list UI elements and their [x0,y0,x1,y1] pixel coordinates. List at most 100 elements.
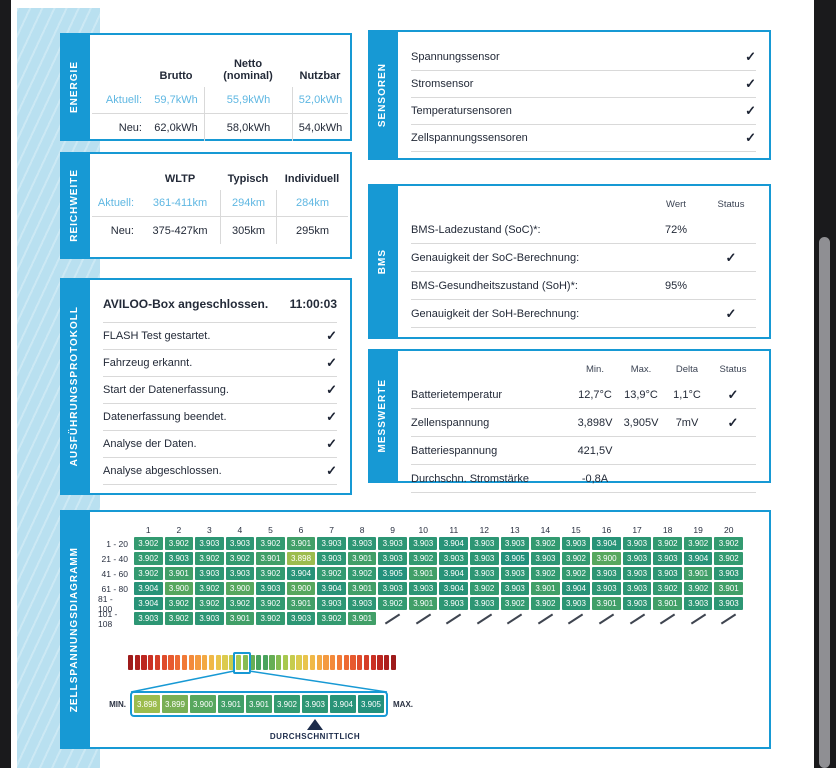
heat-strip-segment [128,655,134,670]
grid-col-header: 19 [693,525,703,535]
messwerte-header: Min. [586,363,604,375]
messwerte-row-label: Batteriespannung [411,437,572,465]
grid-cell: 3.903 [622,597,652,610]
check-icon: ✓ [745,49,756,64]
grid-cell: 3.903 [225,567,255,580]
grid-cell: 3.903 [286,612,316,625]
zellspannungsdiagramm-panel: 1 2 3 4 5 6 7 8 9 10 11 12 13 14 15 16 17 18 19 20 1 - 20 3.9… [88,510,771,749]
grid-cell-empty [470,612,499,625]
grid-cell: 3.900 [592,552,621,565]
bms-row-label: BMS-Gesundheitszustand (SoH)*: [411,272,646,300]
grid-cell: 3.903 [592,582,621,595]
grid-cell: 3.904 [592,537,621,550]
grid-col-header: 20 [723,525,734,535]
grid-cell: 3.901 [714,582,743,595]
grid-cell: 3.901 [164,567,194,580]
heat-strip-highlight-box [232,652,252,674]
grid-cell: 3.902 [653,582,682,595]
grid-cell: 3.902 [653,537,682,550]
section-bar-reichweite: REICHWEITE [60,152,88,259]
grid-cell: 3.904 [683,552,713,565]
reichweite-col-header: WLTP [164,173,196,186]
grid-cell-empty [439,612,468,625]
average-marker-triangle-icon [307,719,323,730]
messwerte-delta: 1,1°C [664,381,710,409]
grid-cell: 3.903 [439,597,469,610]
grid-cell: 3.903 [164,552,194,565]
grid-row-label: 41 - 60 [101,568,128,579]
heat-strip-segment [296,655,302,670]
grid-cell: 3.902 [317,612,346,625]
grid-col-header: 16 [601,525,612,535]
grid-cell-empty [623,612,652,625]
heat-strip-segment [363,655,370,670]
grid-cell: 3.903 [378,537,407,550]
grid-cell: 3.904 [286,567,316,580]
check-icon: ✓ [326,382,337,397]
heat-strip-segment [303,655,309,670]
grid-cell: 3.903 [470,552,499,565]
messwerte-row-label: Zellenspannung [411,409,572,437]
grid-cell: 3.902 [561,552,591,565]
grid-cell: 3.902 [256,612,285,625]
protokoll-item-row: Fahrzeug erkannt. ✓ [103,350,337,377]
grid-col-header: 14 [540,525,551,535]
messwerte-min: 3,898V [572,409,618,437]
section-label-bms: BMS [376,248,388,275]
protokoll-item-label: Datenerfassung beendet. [103,411,227,423]
grid-cell: 3.904 [134,597,163,610]
heat-strip-segment [336,655,343,670]
slash-icon [690,613,706,624]
grid-cell: 3.902 [683,582,713,595]
slash-icon [476,613,492,624]
reichweite-header-empty [92,160,140,190]
grid-cell: 3.903 [317,537,346,550]
grid-cell: 3.901 [408,597,438,610]
cell-voltage-grid: 1 2 3 4 5 6 7 8 9 10 11 12 13 14 15 16 17 18 19 20 1 - 20 3.9… [98,522,743,629]
heat-strip-segment [148,655,154,670]
energie-value-cell: 55,9kWh [204,87,292,114]
check-icon: ✓ [326,436,337,451]
slash-icon [537,613,554,624]
energie-value-cell: 54,0kWh [292,114,348,141]
section-bar-bms: BMS [368,184,396,339]
bms-panel: Wert Status BMS-Ladezustand (SoC)*: 72% Gena… [396,184,771,339]
grid-cell: 3.902 [225,552,255,565]
grid-cell: 3.903 [195,537,224,550]
heat-strip-segment [202,655,208,670]
grid-cell: 3.903 [134,612,163,625]
grid-cell: 3.903 [714,597,743,610]
grid-cell: 3.902 [164,537,194,550]
heat-strip-segment [249,655,255,670]
check-icon: ✓ [706,300,756,328]
grid-col-header: 7 [329,525,334,535]
sensor-label: Zellspannungssensoren [411,132,528,144]
energie-header-empty [92,41,148,87]
protokoll-item-row: Analyse abgeschlossen. ✓ [103,458,337,485]
messwerte-min: 12,7°C [572,381,618,409]
heat-strip-segment [134,655,140,670]
grid-cell-empty [409,612,438,625]
bms-value: 72% [646,216,706,244]
grid-cell-empty [378,612,407,625]
heat-strip-segment [222,655,228,670]
grid-cell: 3.903 [683,597,713,610]
section-bar-messwerte: MESSWERTE [368,349,396,483]
grid-corner [98,522,132,535]
messwerte-min: 421,5V [572,437,618,465]
sensor-label: Stromsensor [411,78,474,90]
slash-icon [446,613,462,624]
slash-icon [721,613,737,624]
bms-header-empty [411,192,646,216]
grid-cell: 3.903 [195,612,224,625]
grid-cell: 3.901 [683,567,713,580]
check-icon: ✓ [706,244,756,272]
grid-cell: 3.902 [561,567,591,580]
section-label-messwerte: MESSWERTE [376,379,388,453]
heat-strip-segment [161,655,167,670]
scrollbar-thumb[interactable] [819,237,830,768]
grid-cell: 3.903 [653,567,682,580]
heat-strip-segment [181,655,188,670]
heat-strip-segment [384,655,390,670]
